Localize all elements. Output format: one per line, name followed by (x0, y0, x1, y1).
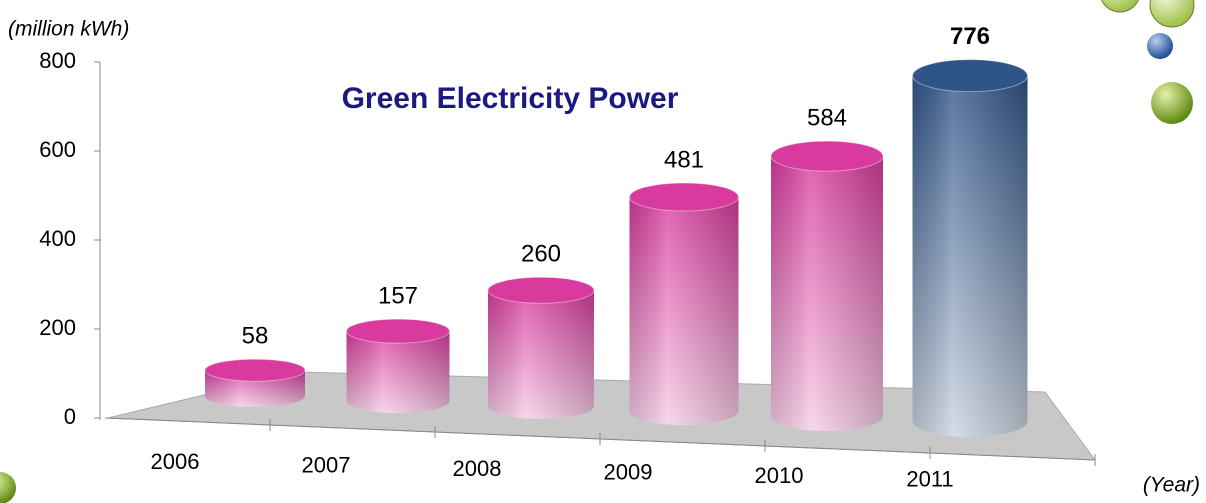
y-tick-label: 200 (39, 315, 76, 340)
x-tick-label: 2008 (453, 456, 502, 481)
decor-ball (1150, 0, 1194, 27)
x-tick-label: 2009 (604, 459, 653, 484)
data-label: 58 (242, 323, 269, 350)
data-label: 260 (521, 241, 561, 268)
decor-ball (0, 472, 16, 503)
data-label: 776 (950, 23, 990, 50)
decor-ball (1100, 0, 1140, 12)
x-axis-label: (Year) (1143, 474, 1200, 497)
x-tick-label: 2011 (906, 466, 953, 491)
y-tick-label: 0 (64, 404, 76, 429)
x-tick-label: 2007 (302, 452, 351, 477)
bar-highlight (912, 76, 1027, 437)
data-label: 157 (378, 282, 418, 309)
bar-top (771, 141, 883, 171)
decor-ball (1151, 82, 1193, 124)
bar-top (630, 183, 739, 211)
bar-highlight (630, 197, 739, 425)
x-tick-label: 2010 (755, 463, 804, 488)
bar-highlight (771, 156, 883, 431)
bar-highlight (488, 290, 594, 419)
bar-top (347, 319, 450, 343)
y-tick-label: 800 (39, 48, 76, 73)
y-tick-label: 400 (39, 226, 76, 251)
chart-title: Green Electricity Power (342, 82, 679, 115)
bar-top (488, 277, 594, 303)
chart: (million kWh) (Year) Green Electricity P… (0, 0, 1206, 503)
data-label: 481 (664, 146, 704, 173)
bar-top (913, 60, 1028, 92)
x-tick-label: 2006 (151, 449, 200, 474)
y-tick-label: 600 (39, 137, 76, 162)
decor-ball (1147, 33, 1173, 59)
bar-top (205, 359, 305, 381)
data-label: 584 (807, 104, 847, 131)
y-axis-label: (million kWh) (8, 18, 129, 41)
